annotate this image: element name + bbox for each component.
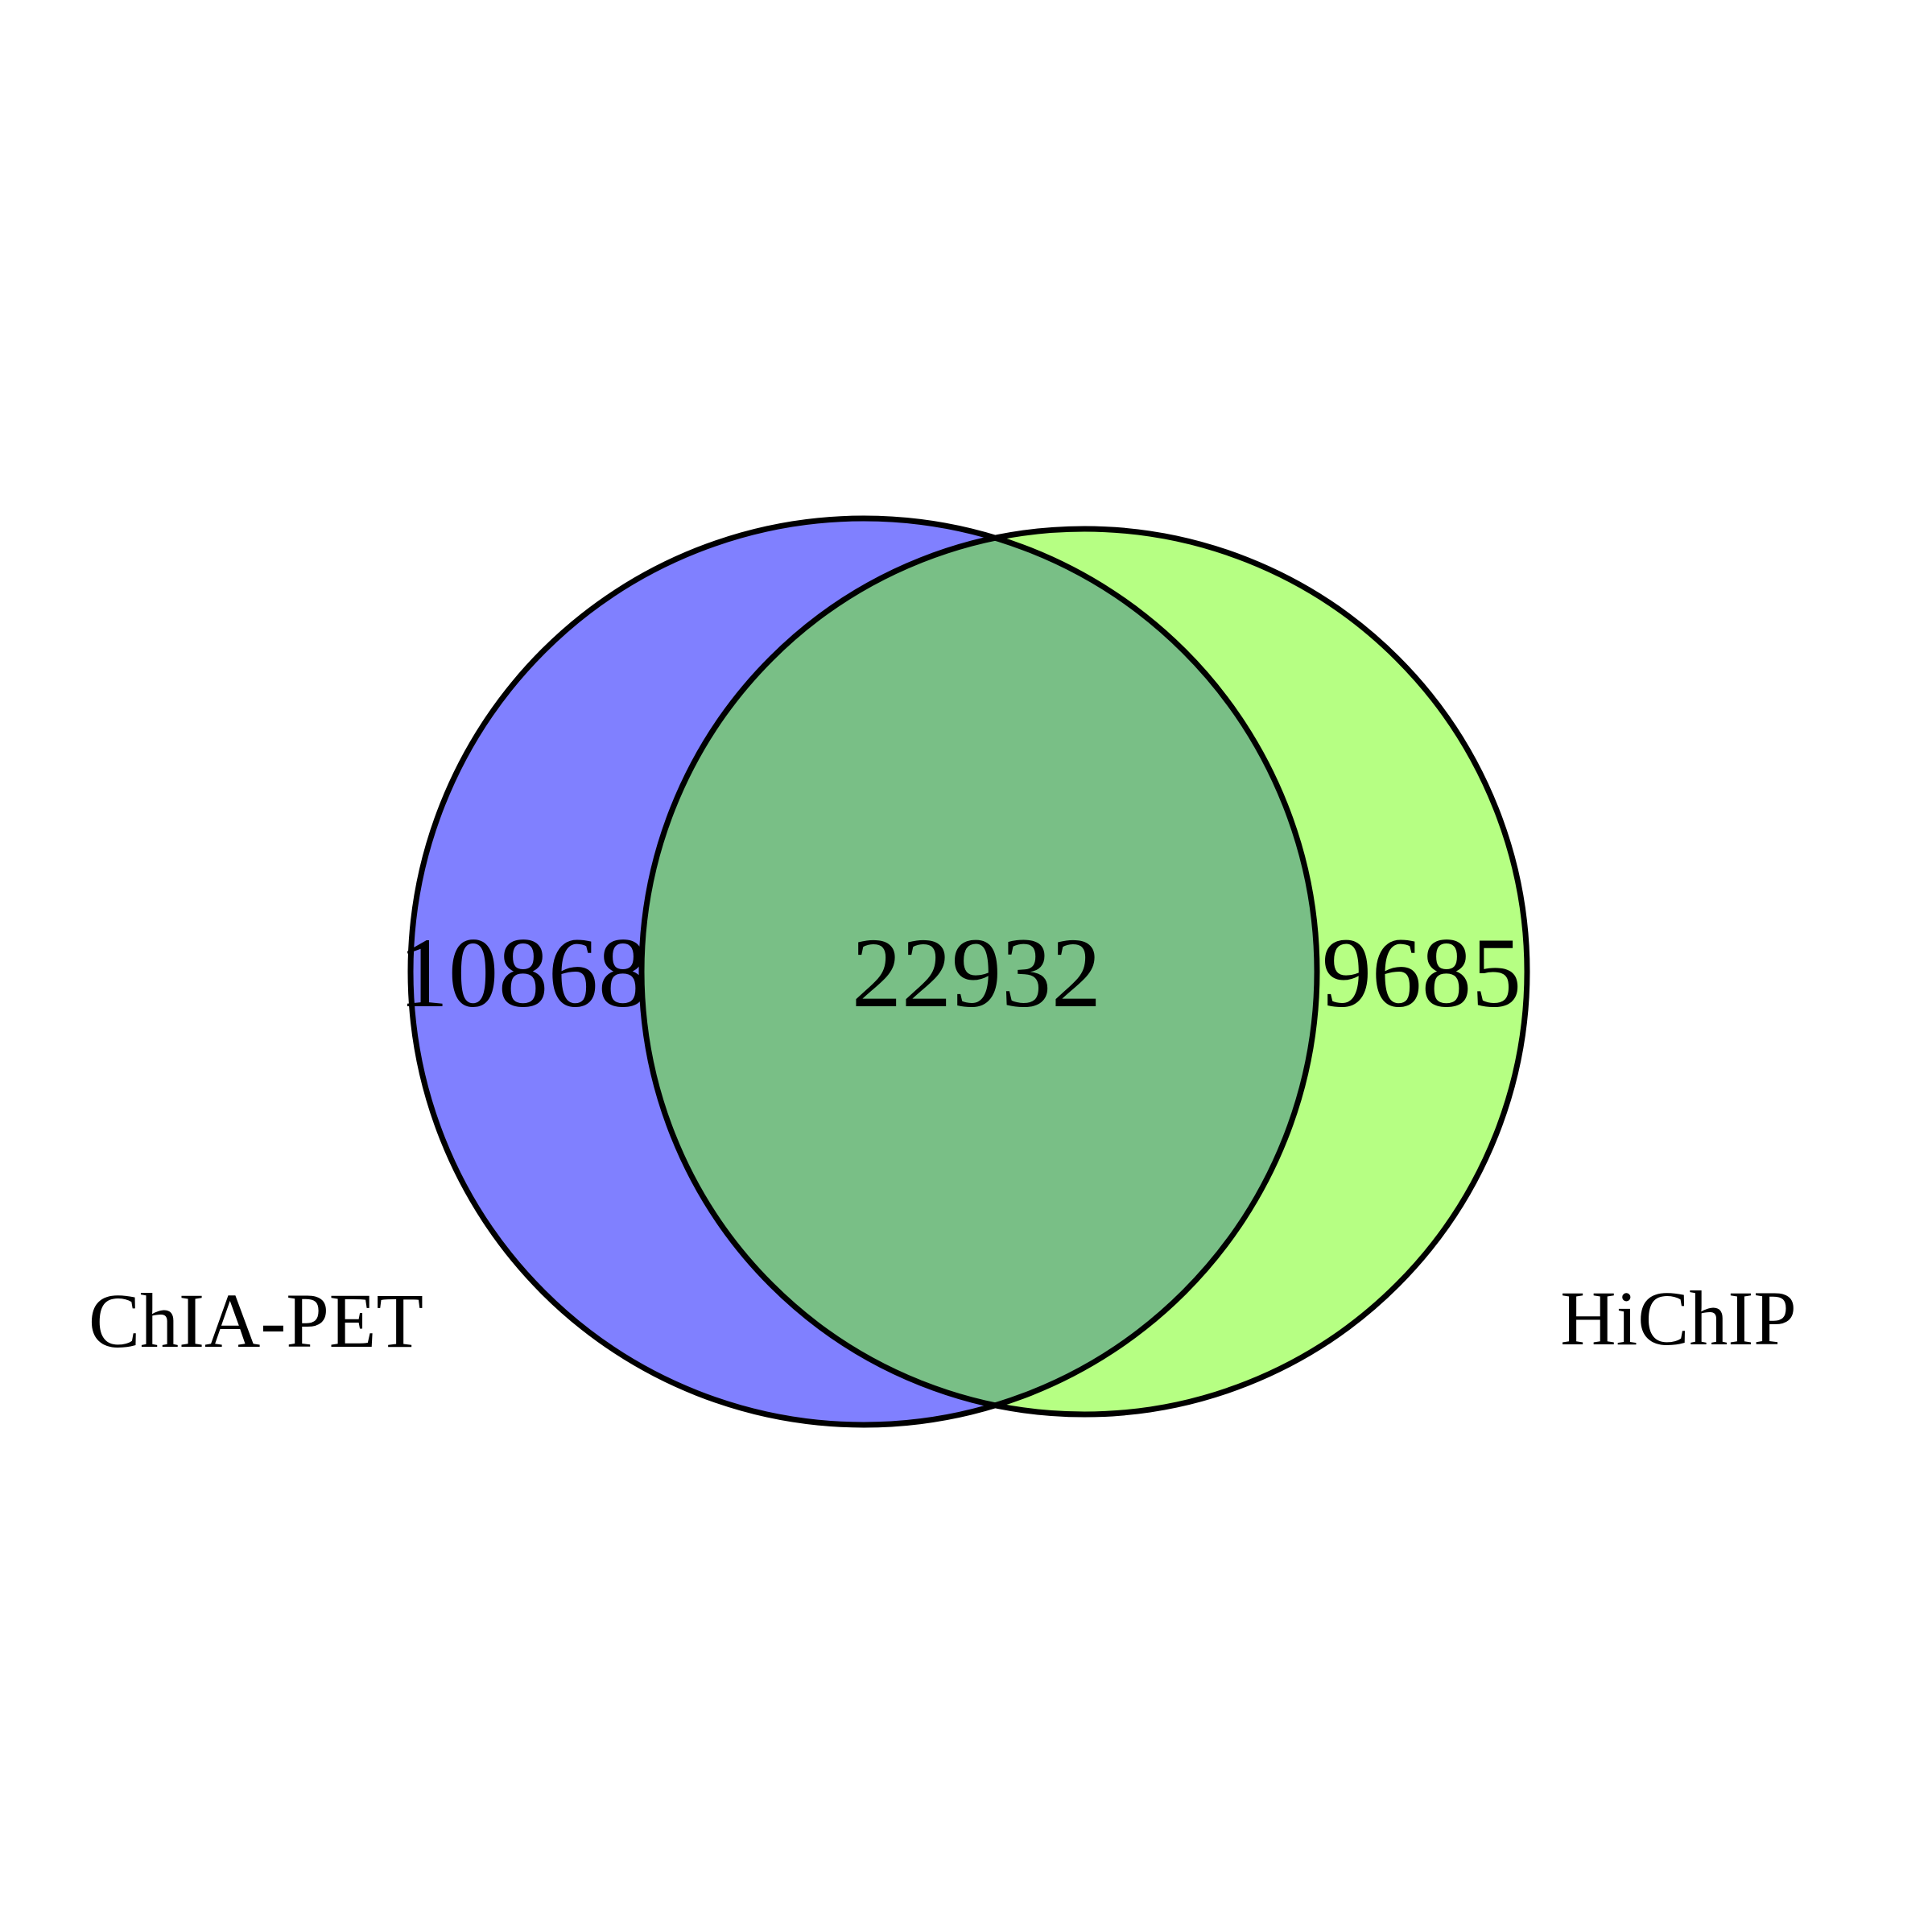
intersection-count: 22932	[852, 918, 1101, 1028]
right-only-count: 9685	[1322, 918, 1521, 1028]
chia-pet-outline	[407, 515, 1320, 1428]
hichip-outline	[638, 526, 1530, 1418]
left-only-count: 10868	[398, 918, 648, 1028]
hichip-set-label: HiChIP	[1560, 1275, 1796, 1361]
chia-pet-set-label: ChIA-PET	[89, 1278, 423, 1364]
